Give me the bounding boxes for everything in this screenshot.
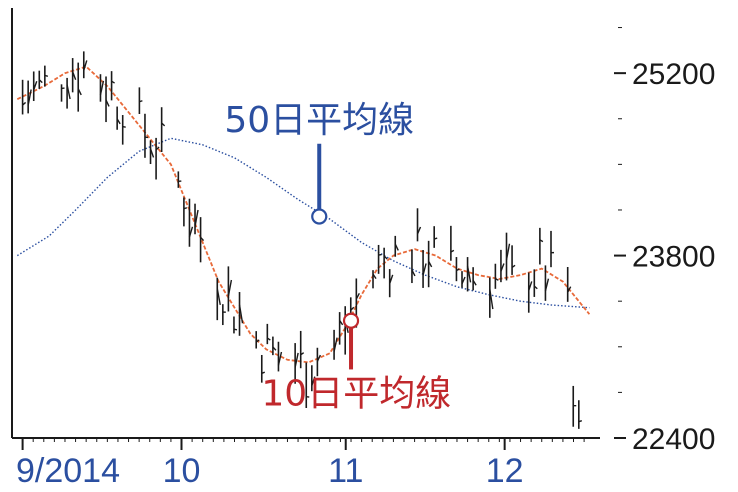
price-bar-close <box>200 236 205 242</box>
price-bar-close <box>66 84 71 100</box>
price-bar-close <box>316 354 322 362</box>
price-bar-close <box>22 101 27 106</box>
price-bar-close <box>511 264 516 269</box>
price-bar-close <box>294 352 299 368</box>
price-bar-close <box>272 346 277 351</box>
price-bar-close <box>261 371 266 374</box>
y-axis-ticks: 25200 23800 22400 <box>614 27 715 456</box>
price-bar-close <box>227 279 233 297</box>
price-bar-close <box>44 74 49 77</box>
price-bar-close <box>544 278 550 292</box>
price-bar-close <box>416 226 422 235</box>
y-tick-label-2: 23800 <box>632 241 715 274</box>
price-bar-close <box>266 337 271 341</box>
price-bar-close <box>489 289 494 310</box>
series-line-1 <box>16 137 590 309</box>
price-bar-close <box>139 100 143 103</box>
price-bar-close <box>238 304 244 324</box>
price-bar-close <box>161 122 166 127</box>
annotation-marker-2 <box>342 312 360 329</box>
price-bar-close <box>472 279 477 286</box>
price-bar-close <box>495 278 499 281</box>
price-bar-close <box>216 288 221 306</box>
price-bar-close <box>533 285 538 290</box>
price-bar-close <box>383 255 388 260</box>
annotation-label-2: 10日平均線 <box>261 373 451 414</box>
price-bar-close <box>311 376 316 386</box>
price-bar-close <box>528 281 533 291</box>
price-bar-close <box>233 328 238 331</box>
price-bar-close <box>450 249 455 253</box>
price-bar-close <box>333 337 338 352</box>
price-bar-close <box>355 293 360 300</box>
price-bar-close <box>505 243 511 261</box>
price-bar-close <box>567 286 572 293</box>
price-bar-close <box>255 339 260 343</box>
annotation-label-1: 50日平均線 <box>224 100 414 141</box>
price-bar-close <box>378 253 382 256</box>
price-bar-close <box>578 420 583 423</box>
price-bar-close <box>71 71 77 80</box>
annotation-marker-1 <box>311 208 328 225</box>
price-bar-close <box>461 276 466 285</box>
price-bar-close <box>389 274 394 284</box>
x-axis-ticks: 9/2014 10 11 12 <box>16 438 585 490</box>
price-bar-close <box>116 118 121 125</box>
price-bar-close <box>539 239 544 243</box>
price-bar-close <box>77 88 82 96</box>
price-bar-close <box>111 80 115 84</box>
annotations: 50日平均線 10日平均線 <box>224 100 451 415</box>
price-bar-close <box>149 148 155 158</box>
x-tick-label-2: 10 <box>163 452 201 490</box>
price-bar-close <box>339 320 344 326</box>
price-bar-close <box>183 207 188 210</box>
price-bars <box>21 51 583 429</box>
price-bar-close <box>372 273 377 280</box>
x-tick-label-3: 11 <box>328 452 363 490</box>
price-bar-close <box>300 352 305 356</box>
price-bar-close <box>27 89 32 106</box>
price-bar-close <box>456 268 460 272</box>
x-tick-label-4: 12 <box>486 452 524 490</box>
price-bar-close <box>105 99 110 107</box>
price-bar-close <box>422 263 427 276</box>
price-bar-close <box>122 125 126 128</box>
x-tick-label-1: 9/2014 <box>16 452 120 490</box>
price-bar-close <box>188 226 194 238</box>
price-bar-close <box>33 81 38 91</box>
price-bar-close <box>433 237 438 240</box>
price-bar-close <box>277 351 283 366</box>
price-bar-close <box>466 265 472 283</box>
price-bar-close <box>350 306 355 311</box>
price-bar-close <box>38 79 43 84</box>
y-tick-label-3: 22400 <box>632 423 715 456</box>
price-bar-close <box>394 243 399 251</box>
series-line-2 <box>16 65 591 364</box>
price-bar-close <box>83 60 88 71</box>
price-bar-close <box>411 269 416 277</box>
price-bar-close <box>428 260 433 268</box>
price-bar-close <box>500 263 505 272</box>
series-layer <box>16 65 591 364</box>
price-bar-close <box>99 80 105 96</box>
y-tick-label-1: 25200 <box>632 58 715 91</box>
price-bar-close <box>155 146 160 151</box>
price-bar-close <box>194 209 199 227</box>
